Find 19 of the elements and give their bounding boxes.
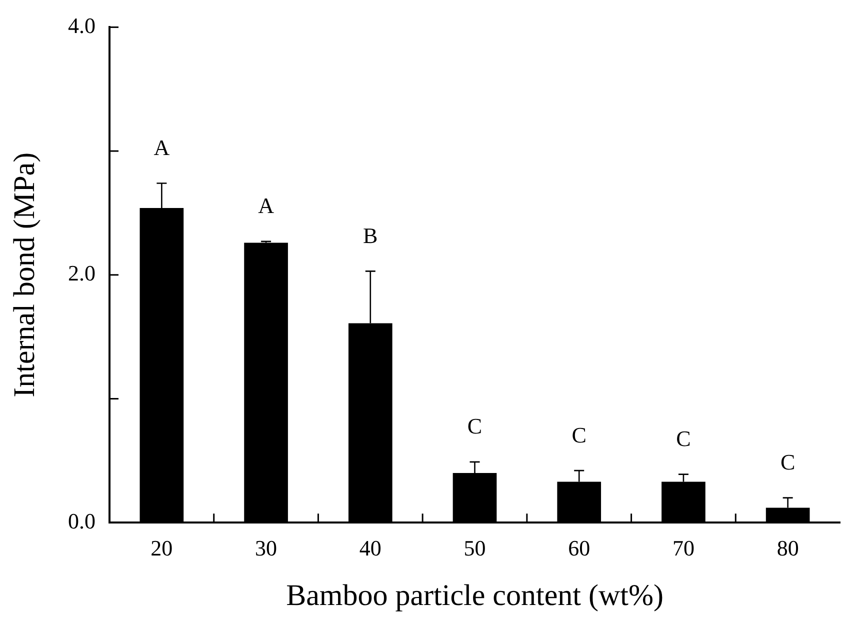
annotation: C [572,422,586,448]
x-tick-label: 20 [150,536,173,561]
x-tick-label: 60 [568,536,590,561]
x-tick-label: 30 [255,536,278,561]
annotation: C [676,426,691,452]
x-tick-label: 40 [359,536,382,561]
annotation: A [154,135,170,160]
x-axis-title: Bamboo particle content (wt%) [286,578,664,612]
x-tick-label: 70 [672,536,694,561]
annotation: A [258,193,274,218]
x-tick-label: 80 [776,536,799,561]
y-axis-title: Internal bond (MPa) [8,152,41,398]
y-tick-label: 0.0 [68,508,96,534]
annotation: C [780,450,796,475]
annotation: C [467,414,482,439]
x-tick-label: 50 [464,536,486,561]
y-tick-label: 2.0 [68,260,96,286]
annotation: B [363,222,378,248]
y-tick-label: 4.0 [68,12,96,38]
